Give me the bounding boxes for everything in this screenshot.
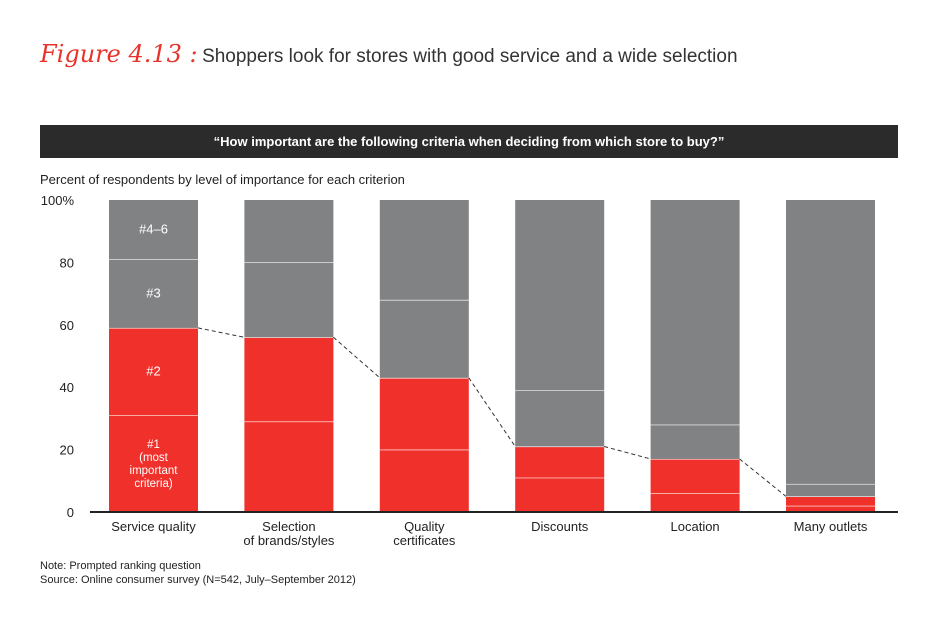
bar-segment xyxy=(109,327,198,416)
note-text: Note: Prompted ranking question xyxy=(40,560,201,572)
source-text: Source: Online consumer survey (N=542, J… xyxy=(40,574,356,586)
question-text: “How important are the following criteri… xyxy=(213,134,725,149)
segment-label: criteria) xyxy=(134,478,173,490)
segment-label: #4–6 xyxy=(139,222,168,237)
bar-segment xyxy=(379,449,469,512)
bar-segment xyxy=(786,496,875,506)
x-category-label: certificates xyxy=(393,533,456,548)
bar-segment xyxy=(786,200,875,484)
y-tick-label: 0 xyxy=(67,505,74,520)
bar-segment xyxy=(650,200,740,425)
segment-label: (most xyxy=(139,452,169,464)
question-banner: “How important are the following criteri… xyxy=(40,125,898,158)
x-category-label: Location xyxy=(671,519,720,534)
dashed-connector xyxy=(468,377,516,447)
y-tick-label: 60 xyxy=(60,318,74,333)
dashed-connector xyxy=(197,327,245,338)
segment-label: important xyxy=(130,465,179,477)
bar-segment xyxy=(786,483,875,497)
bar-segment xyxy=(379,299,469,378)
x-category-label: of brands/styles xyxy=(243,533,335,548)
bar-segment xyxy=(379,377,469,450)
segment-label: #1 xyxy=(147,439,160,451)
figure-label: Figure 4.13 : xyxy=(40,40,198,68)
bar-segment xyxy=(515,390,605,447)
figure-title: Figure 4.13 : Shoppers look for stores w… xyxy=(40,40,738,68)
y-tick-label: 40 xyxy=(60,380,74,395)
bar-segment xyxy=(515,477,605,512)
x-category-label: Discounts xyxy=(531,519,589,534)
bar-segment xyxy=(244,262,334,338)
bar-segment xyxy=(650,458,740,494)
y-tick-label: 100% xyxy=(41,193,75,208)
segment-label: #2 xyxy=(146,364,160,379)
bar-segment xyxy=(109,259,198,328)
bar-segment xyxy=(786,505,875,512)
chart-subtitle: Percent of respondents by level of impor… xyxy=(40,172,405,187)
dashed-connector xyxy=(604,445,651,460)
bar-segment xyxy=(650,424,740,459)
bar-segment xyxy=(515,200,605,391)
bar-segment xyxy=(650,493,740,512)
bar-segment xyxy=(379,200,469,300)
y-tick-label: 80 xyxy=(60,255,74,270)
bar-segment xyxy=(244,200,334,263)
footnotes: Note: Prompted ranking question Source: … xyxy=(40,559,356,587)
segment-label: #3 xyxy=(146,286,160,301)
bar-segment xyxy=(515,446,605,478)
bar-segment xyxy=(109,200,198,260)
bar-segment xyxy=(244,421,334,512)
x-category-label: Service quality xyxy=(111,519,196,534)
x-category-label: Quality xyxy=(404,519,445,534)
bar-segment xyxy=(244,337,334,422)
x-category-label: Selection xyxy=(262,519,315,534)
dashed-connector xyxy=(333,336,381,379)
dashed-connector xyxy=(739,458,787,497)
x-category-label: Many outlets xyxy=(794,519,868,534)
y-tick-label: 20 xyxy=(60,443,74,458)
bar-segment xyxy=(109,415,198,512)
figure-heading: Shoppers look for stores with good servi… xyxy=(202,46,738,67)
